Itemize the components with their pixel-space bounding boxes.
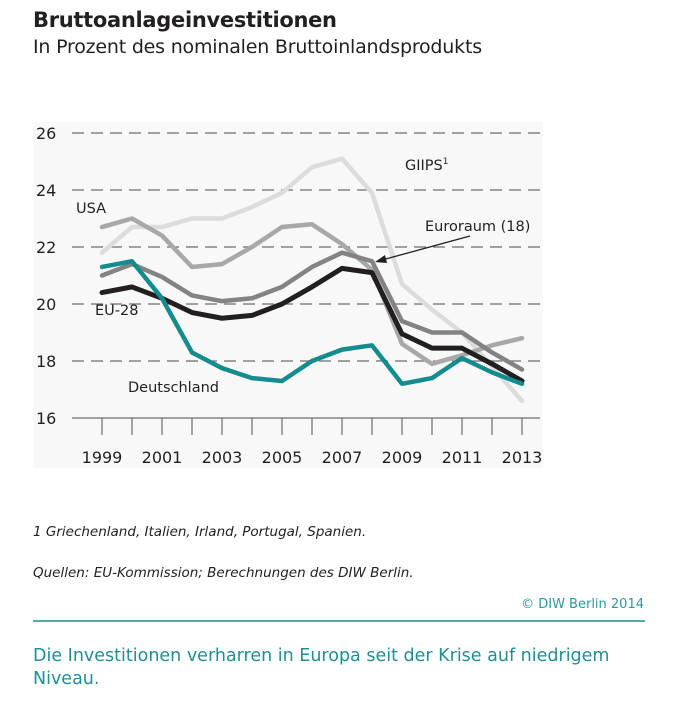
x-tick-label-1999: 1999 bbox=[82, 448, 123, 467]
x-tick-label-2001: 2001 bbox=[142, 448, 183, 467]
series-lines bbox=[99, 156, 525, 404]
series-line-euroraum-18 bbox=[99, 250, 525, 372]
y-tick-label-18: 18 bbox=[36, 352, 56, 371]
chart-subtitle: In Prozent des nominalen Bruttoinlandspr… bbox=[33, 36, 482, 58]
footnote-sources: Quellen: EU-Kommission; Berechnungen des… bbox=[33, 565, 414, 581]
x-tick-label-2005: 2005 bbox=[262, 448, 303, 467]
label-usa: USA bbox=[76, 201, 106, 217]
label-giips: GIIPS1 bbox=[405, 157, 448, 174]
euroraum-arrowhead bbox=[375, 255, 387, 263]
y-tick-label-20: 20 bbox=[36, 295, 56, 314]
label-giips-superscript: 1 bbox=[443, 157, 449, 167]
y-tick-label-26: 26 bbox=[36, 124, 56, 143]
label-deutschland: Deutschland bbox=[128, 380, 219, 396]
y-axis-ticks: 16 18 20 22 24 26 bbox=[36, 124, 56, 428]
line-chart: 16 18 20 22 24 26 1999 2001 2003 2005 2007 2009 201… bbox=[36, 124, 543, 467]
series-labels: USA GIIPS1 Euroraum (18) EU-28 Deutschla… bbox=[76, 157, 530, 396]
label-euroraum: Euroraum (18) bbox=[425, 219, 530, 235]
x-tick-label-2003: 2003 bbox=[202, 448, 243, 467]
y-tick-label-16: 16 bbox=[36, 409, 56, 428]
chart-background bbox=[33, 122, 543, 468]
euroraum-arrow-line bbox=[381, 235, 471, 261]
divider bbox=[33, 620, 645, 622]
x-tick-label-2013: 2013 bbox=[502, 448, 543, 467]
copyright: © DIW Berlin 2014 bbox=[521, 597, 644, 612]
series-line-eu-28 bbox=[99, 265, 525, 384]
x-axis: 1999 2001 2003 2005 2007 2009 2011 2013 bbox=[72, 417, 543, 467]
series-line-giips bbox=[99, 156, 525, 404]
x-tick-label-2007: 2007 bbox=[322, 448, 363, 467]
y-tick-label-24: 24 bbox=[36, 181, 56, 200]
label-eu28: EU-28 bbox=[95, 303, 138, 319]
x-tick-label-2009: 2009 bbox=[382, 448, 423, 467]
caption: Die Investitionen verharren in Europa se… bbox=[33, 646, 610, 689]
grid-lines bbox=[72, 132, 540, 362]
chart-title: Bruttoanlageinvestitionen bbox=[33, 8, 337, 32]
footnote-giips: 1 Griechenland, Italien, Irland, Portuga… bbox=[33, 524, 367, 540]
series-line-usa bbox=[99, 216, 525, 367]
label-giips-text: GIIPS bbox=[405, 158, 443, 174]
x-tick-label-2011: 2011 bbox=[442, 448, 483, 467]
y-tick-label-22: 22 bbox=[36, 238, 56, 257]
series-line-deutschland bbox=[99, 259, 525, 387]
